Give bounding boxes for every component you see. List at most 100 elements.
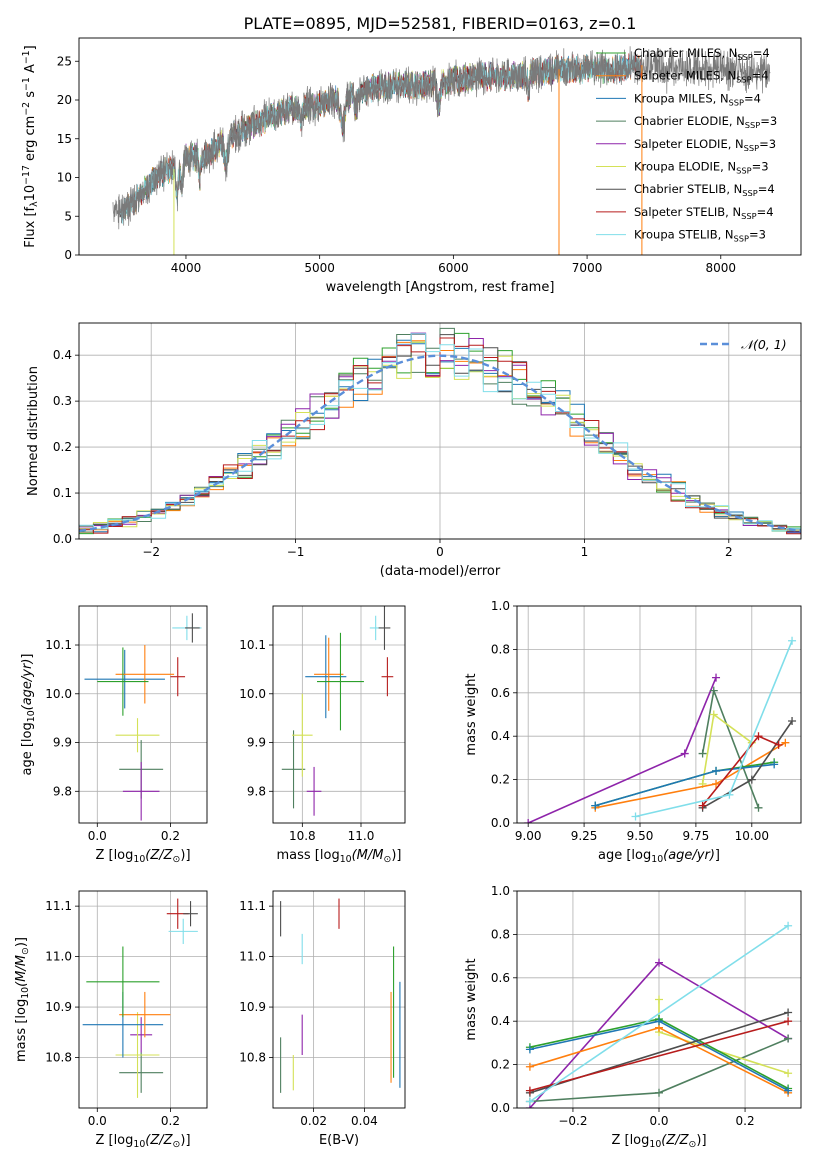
- marker-salpeter_miles: [525, 1062, 534, 1071]
- spectrum-line-observed: [112, 46, 771, 230]
- x-tick-label: −2: [142, 545, 160, 559]
- x-tick-label: 0.04: [351, 1114, 378, 1128]
- series-chabrier_stelib: [698, 717, 797, 812]
- legend-label-kroupa_stelib: Kroupa STELIB, NSSP=3: [634, 228, 766, 244]
- panel-age_Z: 0.0 0.2 9.8 9.9 10.0 10.1 Z [log10(Z/Z⊙)] age […: [20, 605, 208, 865]
- plot-area: [112, 46, 771, 255]
- marker-salpeter_stelib: [784, 1017, 793, 1026]
- series-salpeter_elodie: [524, 673, 721, 823]
- axes-frame: [272, 890, 406, 1109]
- y-tick-label: 1.0: [491, 599, 510, 613]
- x-tick-label: 8000: [706, 261, 737, 275]
- y-tick-label: 10: [57, 171, 72, 185]
- series-line-kroupa_stelib: [529, 925, 789, 1103]
- plot-area: [79, 327, 801, 535]
- series-kroupa_stelib: [525, 921, 793, 1106]
- errorbar-chabrier_miles: [97, 647, 149, 716]
- y-tick-label: 10.1: [45, 638, 72, 652]
- y-tick-label: 0.6: [491, 686, 510, 700]
- marker-salpeter_miles: [781, 738, 790, 747]
- legend-label-salpeter_miles: Salpeter MILES, NSSP=4: [634, 69, 769, 85]
- legend-label-salpeter_stelib: Salpeter STELIB, NSSP=4: [634, 205, 774, 221]
- x-tick-label: 0.0: [88, 829, 107, 843]
- panel-age_mass: 10.8 11.0 9.8 9.9 10.0 10.1 mass [log10(M/M⊙)]: [239, 605, 406, 865]
- x-tick-label: 9.25: [571, 829, 598, 843]
- y-tick-label: 15: [57, 132, 72, 146]
- y-axis-label: age [log10(age/yr)]: [20, 654, 37, 776]
- series-kroupa_elodie: [655, 995, 793, 1078]
- marker-salpeter_elodie: [655, 958, 663, 967]
- y-tick-label: 0.3: [53, 394, 72, 408]
- errorbar-chabrier_miles: [86, 946, 160, 1018]
- y-tick-label: 0.8: [491, 642, 510, 656]
- x-axis-label: mass [log10(M/M⊙)]: [277, 848, 402, 865]
- errorbar-salpeter_miles: [115, 645, 175, 704]
- series-salpeter_stelib: [525, 1017, 793, 1095]
- series-line-salpeter_elodie: [527, 677, 717, 823]
- y-tick-label: 0.6: [491, 971, 510, 985]
- series-kroupa_stelib: [631, 636, 797, 821]
- x-tick-label: 4000: [171, 261, 202, 275]
- y-tick-label: 0.0: [53, 532, 72, 546]
- y-tick-label: 9.8: [53, 784, 72, 798]
- x-tick-label: 0.2: [736, 1114, 755, 1128]
- y-tick-label: 0.8: [491, 927, 510, 941]
- series-kroupa_miles: [525, 1017, 793, 1095]
- errorbar-chabrier_elodie: [119, 1052, 164, 1093]
- y-tick-label: 11.1: [239, 899, 266, 913]
- axes-frame: [78, 890, 208, 1109]
- x-tick-label: −0.2: [558, 1114, 587, 1128]
- x-axis-label: Z [log10(Z/Z⊙)]: [611, 1133, 706, 1150]
- x-tick-label: 7000: [572, 261, 603, 275]
- plot-area: [82, 898, 198, 1098]
- y-tick-label: 1.0: [491, 884, 510, 898]
- x-tick-label: 9.00: [515, 829, 542, 843]
- x-tick-label: 10.00: [735, 829, 769, 843]
- marker-kroupa_stelib: [784, 921, 793, 930]
- y-tick-label: 10.0: [45, 687, 72, 701]
- plot-area: [280, 898, 401, 1093]
- x-axis-label: E(B-V): [319, 1133, 359, 1148]
- y-tick-label: 9.9: [53, 736, 72, 750]
- y-tick-label: 0.2: [491, 1058, 510, 1072]
- y-tick-label: 20: [57, 93, 72, 107]
- series-chabrier_elodie: [698, 686, 763, 812]
- errorbar-salpeter_miles: [119, 991, 171, 1038]
- marker-kroupa_elodie: [709, 710, 718, 719]
- y-tick-label: 0.2: [491, 773, 510, 787]
- x-tick-label: 9.75: [683, 829, 710, 843]
- marker-salpeter_elodie: [680, 749, 689, 758]
- plot-area: [525, 921, 793, 1108]
- marker-kroupa_elodie: [784, 1069, 793, 1078]
- hist-step-kroupa_stelib: [79, 333, 801, 532]
- x-tick-label: −1: [287, 545, 305, 559]
- y-tick-label: 0.0: [491, 816, 510, 830]
- marker-salpeter_elodie: [712, 673, 721, 682]
- y-axis-label: mass [log10(M/M⊙)]: [14, 937, 31, 1062]
- marker-kroupa_miles: [525, 1045, 534, 1054]
- y-tick-label: 10.9: [45, 1000, 72, 1014]
- marker-chabrier_elodie: [698, 749, 707, 758]
- panel-mass_Z: 0.0 0.2 10.8 10.9 11.0 11.1 Z [log10(Z/Z⊙)] mas…: [14, 890, 208, 1150]
- y-tick-label: 0.1: [53, 486, 72, 500]
- y-tick-label: 5: [64, 209, 72, 223]
- series-line-kroupa_elodie: [701, 713, 753, 785]
- marker-chabrier_elodie: [709, 686, 718, 695]
- marker-chabrier_stelib: [784, 1008, 793, 1017]
- legend: 𝒩(0, 1): [700, 337, 787, 352]
- series-salpeter_miles: [591, 738, 790, 812]
- legend-label-kroupa_elodie: Kroupa ELODIE, NSSP=3: [634, 160, 769, 176]
- y-tick-label: 10.9: [239, 1000, 266, 1014]
- legend-label-chabrier_elodie: Chabrier ELODIE, NSSP=3: [634, 114, 777, 130]
- marker-chabrier_elodie: [754, 803, 763, 812]
- errorbar-kroupa_stelib: [168, 918, 198, 944]
- marker-chabrier_stelib: [747, 775, 756, 784]
- errorbar-salpeter_elodie: [122, 762, 160, 821]
- y-tick-label: 10.8: [45, 1051, 72, 1065]
- series-line-chabrier_miles: [595, 761, 775, 807]
- series-line-salpeter_stelib: [529, 1020, 789, 1092]
- x-tick-label: 0.02: [300, 1114, 327, 1128]
- errorbar-kroupa_miles: [305, 635, 347, 719]
- normal-curve: [79, 354, 801, 533]
